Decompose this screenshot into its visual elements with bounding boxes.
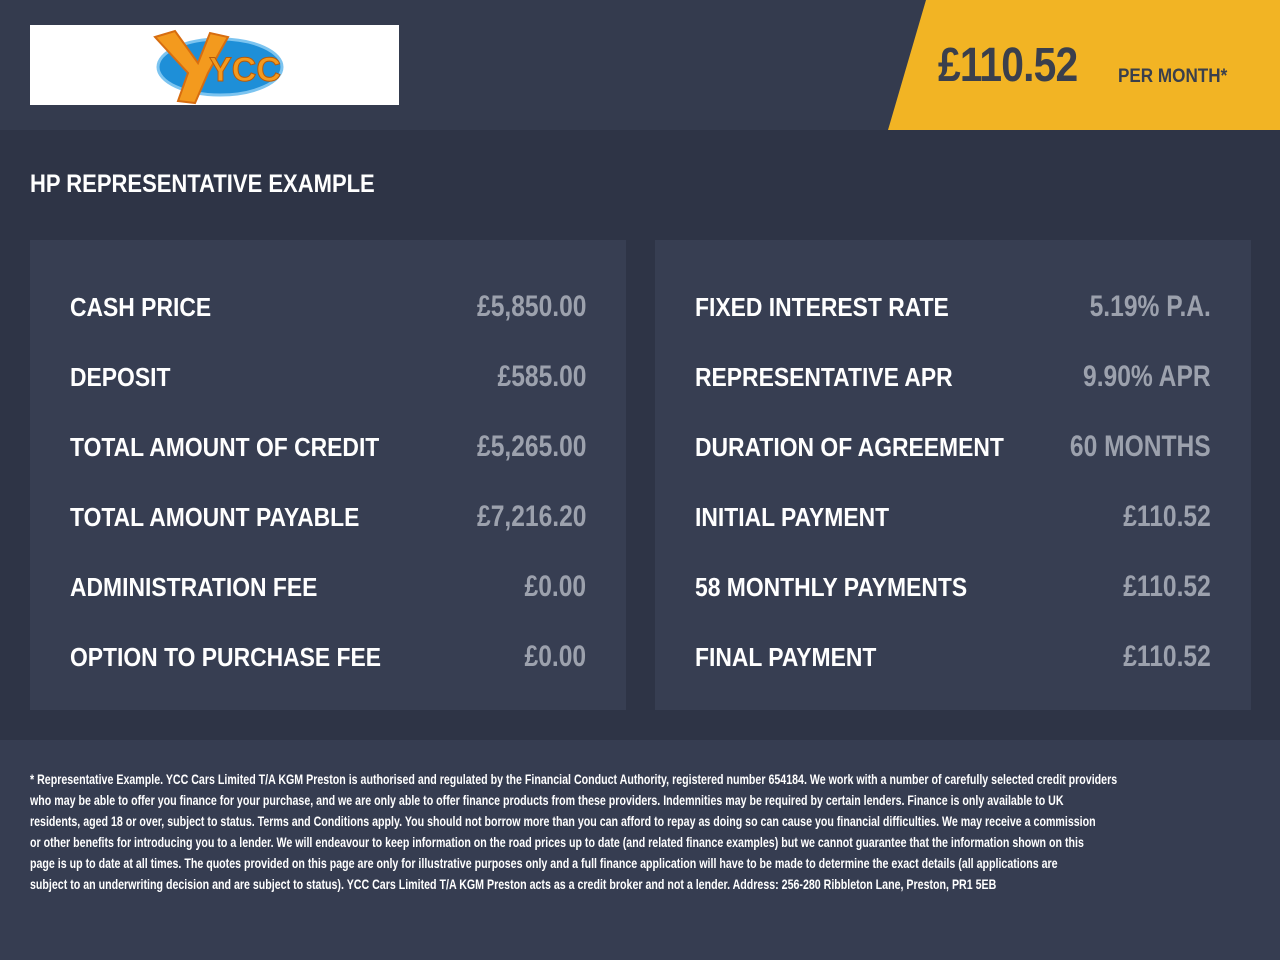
finance-row: DURATION OF AGREEMENT 60 MONTHS [695,430,1211,472]
finance-row: REPRESENTATIVE APR 9.90% APR [695,360,1211,402]
ycc-logo-icon: YCC [153,29,284,105]
finance-row: TOTAL AMOUNT OF CREDIT £5,265.00 [70,430,586,472]
finance-value: £110.52 [1123,640,1211,673]
finance-row: INITIAL PAYMENT £110.52 [695,500,1211,542]
section-title: HP REPRESENTATIVE EXAMPLE [30,170,375,198]
disclaimer-line: * Representative Example. YCC Cars Limit… [30,771,1118,787]
finance-label: FINAL PAYMENT [695,642,877,672]
disclaimer-line: who may be able to offer you finance for… [30,792,1064,808]
finance-row: 58 MONTHLY PAYMENTS £110.52 [695,570,1211,612]
finance-row: OPTION TO PURCHASE FEE £0.00 [70,640,586,682]
monthly-price: £110.52 [938,39,1078,92]
finance-row: FINAL PAYMENT £110.52 [695,640,1211,682]
finance-row: FIXED INTEREST RATE 5.19% P.A. [695,290,1211,332]
finance-label: REPRESENTATIVE APR [695,362,953,392]
finance-label: INITIAL PAYMENT [695,502,890,532]
finance-value: £5,850.00 [476,290,586,323]
disclaimer-line: subject to an underwriting decision and … [30,876,997,892]
disclaimer-line: or other benefits for introducing you to… [30,834,1084,850]
finance-value: £0.00 [524,640,586,673]
finance-label: CASH PRICE [70,292,212,322]
finance-label: FIXED INTEREST RATE [695,292,949,322]
header: YCC £110.52 PER MONTH* [0,0,1280,130]
finance-label: DURATION OF AGREEMENT [695,432,1004,462]
finance-row: TOTAL AMOUNT PAYABLE £7,216.20 [70,500,586,542]
right-finance-panel: FIXED INTEREST RATE 5.19% P.A. REPRESENTAT… [655,240,1251,710]
finance-value: 5.19% P.A. [1089,290,1211,323]
finance-label: DEPOSIT [70,362,171,392]
finance-value: £7,216.20 [476,500,586,533]
finance-value: £5,265.00 [476,430,586,463]
svg-text:YCC: YCC [209,51,281,89]
finance-row: CASH PRICE £5,850.00 [70,290,586,332]
monthly-price-banner: £110.52 PER MONTH* [888,0,1280,130]
disclaimer-line: page is up to date at all times. The quo… [30,855,1058,871]
finance-value: £110.52 [1123,500,1211,533]
finance-label: TOTAL AMOUNT OF CREDIT [70,432,380,462]
finance-value: £110.52 [1123,570,1211,603]
finance-value: 60 MONTHS [1070,430,1211,463]
per-month-label: PER MONTH* [1118,66,1228,87]
finance-label: OPTION TO PURCHASE FEE [70,642,382,672]
finance-row: DEPOSIT £585.00 [70,360,586,402]
disclaimer-line: residents, aged 18 or over, subject to s… [30,813,1096,829]
finance-value: £0.00 [524,570,586,603]
disclaimer: * Representative Example. YCC Cars Limit… [0,740,1280,960]
finance-row: ADMINISTRATION FEE £0.00 [70,570,586,612]
ycc-logo: YCC [30,25,399,105]
left-finance-panel: CASH PRICE £5,850.00 DEPOSIT £585.00 TOTAL A… [30,240,626,710]
finance-value: 9.90% APR [1083,360,1211,393]
finance-value: £585.00 [497,360,586,393]
finance-label: TOTAL AMOUNT PAYABLE [70,502,360,532]
finance-label: 58 MONTHLY PAYMENTS [695,572,968,602]
finance-label: ADMINISTRATION FEE [70,572,318,602]
